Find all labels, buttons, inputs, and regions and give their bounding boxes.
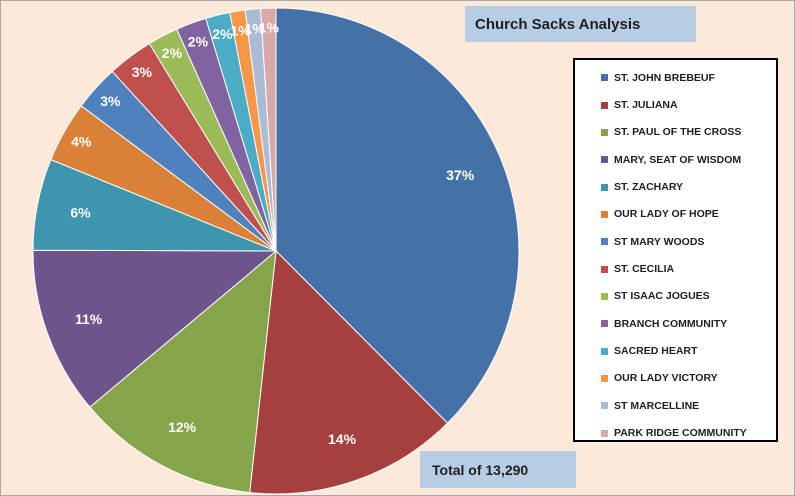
pie-label-11: 1% [230,22,251,38]
legend-label: ST MARCELLINE [614,399,700,412]
legend-swatch [601,101,608,109]
legend-label: MARY, SEAT OF WISDOM [614,153,742,166]
legend-swatch [601,429,608,437]
legend-swatch [601,238,608,246]
pie-label-12: 1% [245,20,266,36]
legend-swatch [601,402,608,410]
legend-item-8: ST ISAAC JOGUES [601,283,776,310]
legend-swatch [601,265,608,273]
pie-slice-1 [249,249,449,495]
legend-item-5: OUR LADY OF HOPE [601,201,776,228]
legend-label: ST. JOHN BREBEUF [614,71,715,84]
chart-title: Church Sacks Analysis [465,6,696,42]
legend-item-9: BRANCH COMMUNITY [601,310,776,337]
legend-label: ST. ZACHARY [614,181,684,194]
legend-item-6: ST MARY WOODS [601,228,776,255]
legend-label: ST. CECILIA [614,263,675,276]
pie-label-13: 1% [259,20,280,36]
pie-slice-2 [89,249,277,494]
legend-label: SACRED HEART [614,345,698,358]
legend-label: ST MARY WOODS [614,235,705,248]
pie-label-6: 3% [100,93,121,109]
pie-label-8: 2% [162,45,183,61]
pie-slices [32,7,520,495]
legend-item-12: ST MARCELLINE [601,392,776,419]
legend-item-10: SACRED HEART [601,337,776,364]
pie-slice-3 [32,249,278,408]
legend-swatch [601,183,608,191]
pie-label-4: 6% [70,205,91,221]
legend-swatch [601,347,608,355]
legend: ST. JOHN BREBEUF ST. JULIANA ST. PAUL OF T… [573,58,778,442]
pie-labels: 37%14%12%11%6%4%3%3%2%2% 2%1%1%1% [70,20,474,447]
legend-label: OUR LADY VICTORY [614,372,718,385]
legend-swatch [601,210,608,218]
legend-swatch [601,374,608,382]
pie-label-5: 4% [71,133,92,149]
legend-label: OUR LADY OF HOPE [614,208,719,221]
legend-item-3: MARY, SEAT OF WISDOM [601,146,776,173]
legend-label: ST ISAAC JOGUES [614,290,710,303]
legend-swatch [601,320,608,328]
legend-label: ST. JULIANA [614,99,678,112]
pie-label-9: 2% [188,34,209,50]
pie-label-3: 11% [75,311,103,327]
legend-label: PARK RIDGE COMMUNITY [614,427,747,440]
total-annotation: Total of 13,290 [420,451,576,488]
legend-swatch [601,156,608,164]
pie-slice-0 [275,7,520,424]
legend-item-0: ST. JOHN BREBEUF [601,64,776,91]
legend-label: BRANCH COMMUNITY [614,317,728,330]
pie-label-10: 2% [212,26,233,42]
pie-label-7: 3% [132,64,153,80]
pie-slice-13 [259,7,277,252]
legend-item-2: ST. PAUL OF THE CROSS [601,119,776,146]
legend-swatch [601,292,608,300]
legend-item-1: ST. JULIANA [601,91,776,118]
legend-item-4: ST. ZACHARY [601,173,776,200]
legend-item-11: OUR LADY VICTORY [601,365,776,392]
legend-label: ST. PAUL OF THE CROSS [614,126,742,139]
legend-item-13: PARK RIDGE COMMUNITY [601,419,776,446]
pie-label-2: 12% [168,419,197,435]
pie-label-1: 14% [328,431,357,447]
legend-swatch [601,74,608,82]
legend-item-7: ST. CECILIA [601,255,776,282]
pie-label-0: 37% [446,167,475,183]
legend-swatch [601,128,608,136]
